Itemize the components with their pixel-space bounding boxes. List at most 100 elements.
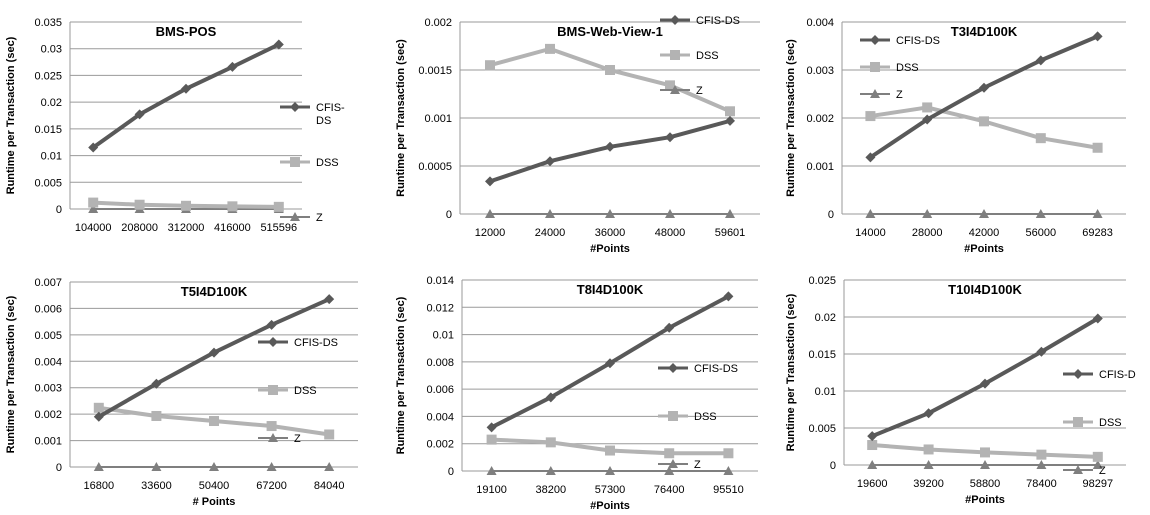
x-tick-label: 28000 — [912, 227, 943, 239]
y-tick-label: 0.01 — [815, 386, 836, 398]
point-cfis-ds — [93, 411, 104, 422]
x-tick-label: 50400 — [199, 480, 230, 492]
point-cfis-ds — [485, 176, 495, 187]
x-tick-label: 16800 — [84, 480, 115, 492]
chart-title: T8I4D100K — [577, 282, 644, 297]
point-dss — [605, 445, 615, 456]
x-axis-label: #Points — [590, 500, 630, 512]
legend-marker — [268, 433, 278, 442]
point-dss — [1092, 142, 1103, 153]
y-tick-label: 0.001 — [34, 436, 62, 448]
point-cfis-ds — [88, 142, 99, 153]
chart-title: T3I4D100K — [951, 24, 1018, 39]
x-tick-label: 95510 — [713, 484, 744, 496]
legend-label: Z — [896, 89, 903, 101]
point-dss — [867, 440, 878, 451]
x-tick-label: 98297 — [1083, 478, 1114, 490]
y-tick-label: 0.004 — [426, 411, 454, 423]
point-z — [486, 466, 497, 475]
chart-title: BMS-Web-View-1 — [557, 24, 663, 39]
y-tick-label: 0.008 — [426, 357, 454, 369]
y-tick-label: 0.005 — [34, 330, 62, 342]
y-axis-label: Runtime per Transaction (sec) — [5, 36, 17, 194]
point-dss — [88, 197, 99, 208]
legend-marker — [290, 102, 300, 112]
legend-marker — [670, 85, 680, 94]
series-line-cfis-ds — [871, 316, 1099, 438]
point-z — [605, 466, 615, 475]
point-dss — [665, 80, 675, 91]
legend-label: CFIS-DS — [316, 102, 345, 127]
point-dss — [923, 444, 934, 455]
x-tick-label: 24000 — [535, 227, 566, 239]
point-dss — [486, 434, 497, 445]
point-cfis-ds — [545, 392, 556, 403]
y-tick-label: 0.014 — [426, 275, 454, 287]
point-z — [93, 462, 104, 471]
legend: CFIS-D DSS Z — [1063, 369, 1136, 477]
y-tick-label: 0.003 — [806, 65, 834, 77]
y-tick-label: 0.003 — [34, 383, 62, 395]
point-dss — [723, 448, 734, 459]
point-z — [545, 209, 555, 218]
point-cfis-ds — [867, 431, 878, 442]
point-cfis-ds — [1035, 55, 1046, 66]
point-dss — [980, 447, 990, 458]
legend: CFIS-DS DSS Z — [258, 337, 338, 445]
chart-bms-pos: 0 0.005 0.01 0.015 0.02 0.025 0.03 0.035 104000 2… — [5, 17, 345, 234]
legend-marker — [1073, 417, 1083, 427]
legend-marker — [290, 157, 300, 167]
y-tick-label: 0.01 — [433, 330, 454, 342]
point-z — [209, 462, 219, 471]
series-line-dss — [489, 46, 731, 114]
point-z — [867, 460, 878, 469]
point-dss — [485, 60, 495, 71]
series-line-cfis-ds — [92, 42, 280, 150]
point-cfis-ds — [723, 291, 734, 302]
point-z — [923, 460, 934, 469]
series-line-cfis-ds — [869, 34, 1099, 160]
y-tick-label: 0.007 — [34, 277, 62, 289]
legend-label: DSS — [896, 62, 919, 74]
legend-label: Z — [694, 459, 701, 471]
chart-t5i4d100k: 0 0.001 0.002 0.003 0.004 0.005 0.006 0.007 1680… — [5, 277, 358, 508]
point-dss — [545, 43, 555, 54]
x-tick-label: 67200 — [256, 480, 287, 492]
legend-marker — [1073, 369, 1083, 379]
point-z — [665, 209, 675, 218]
point-dss — [545, 437, 556, 448]
x-tick-label: 58800 — [970, 478, 1001, 490]
x-tick-label: 38200 — [536, 484, 567, 496]
x-axis-label: #Points — [964, 243, 1004, 255]
y-axis-label: Runtime per Transaction (sec) — [395, 296, 407, 454]
point-dss — [266, 421, 277, 432]
y-tick-label: 0.03 — [41, 44, 62, 56]
legend-marker — [290, 212, 300, 221]
point-cfis-ds — [664, 322, 675, 333]
legend-marker — [668, 363, 678, 373]
y-tick-label: 0 — [830, 460, 836, 472]
y-tick-label: 0.02 — [815, 312, 836, 324]
x-axis-label: # Points — [193, 496, 236, 508]
legend-marker — [870, 89, 880, 98]
y-tick-label: 0 — [446, 209, 452, 221]
y-tick-label: 0.015 — [34, 124, 62, 136]
x-tick-label: 19600 — [857, 478, 888, 490]
point-cfis-ds — [980, 378, 990, 389]
point-z — [266, 462, 277, 471]
point-z — [545, 466, 556, 475]
point-cfis-ds — [486, 422, 497, 433]
point-z — [1092, 209, 1103, 218]
x-axis-label: #Points — [965, 494, 1005, 506]
point-z — [723, 466, 734, 475]
legend-marker — [268, 385, 278, 395]
point-z — [865, 209, 876, 218]
point-dss — [1035, 133, 1046, 144]
x-tick-label: 14000 — [855, 227, 886, 239]
point-cfis-ds — [725, 115, 735, 126]
point-dss — [865, 111, 876, 122]
point-dss — [1092, 451, 1103, 462]
x-tick-label: 515596 — [260, 222, 297, 234]
y-tick-label: 0.001 — [806, 161, 834, 173]
